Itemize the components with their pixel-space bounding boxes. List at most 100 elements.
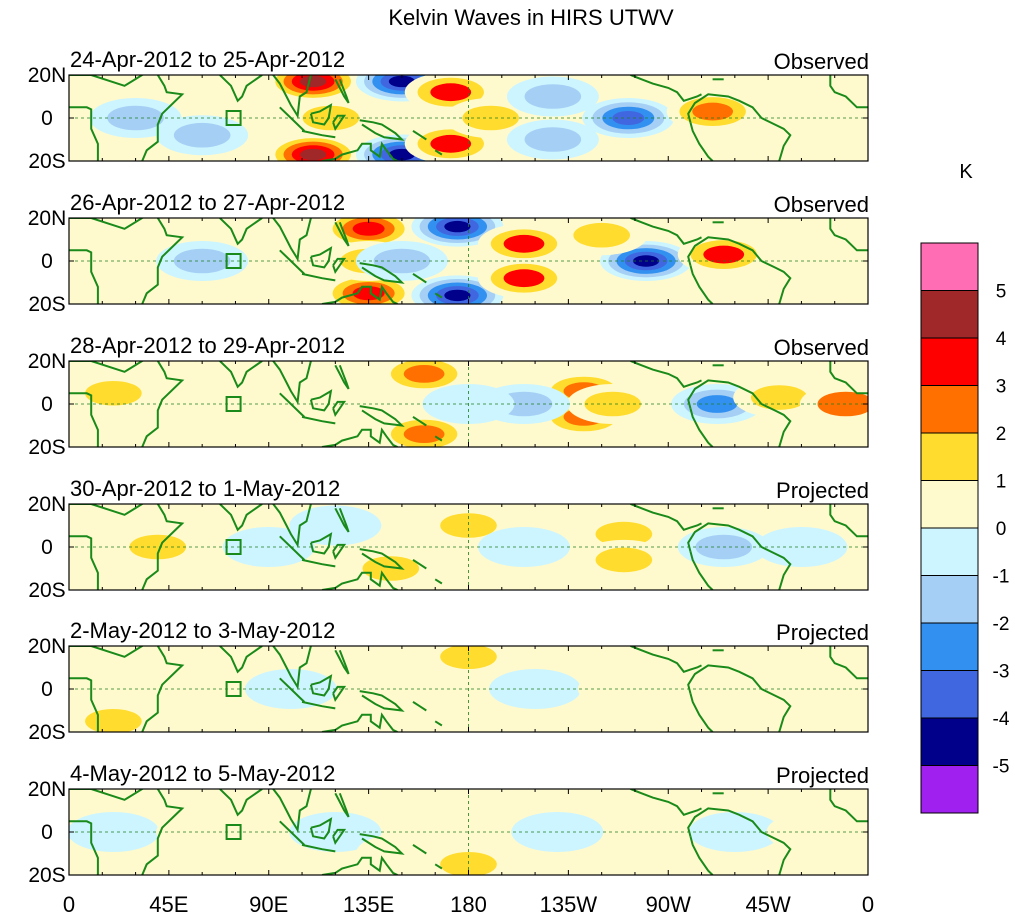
coastline <box>412 701 427 712</box>
panel-kind: Observed <box>774 335 869 360</box>
anomaly-contour <box>388 148 416 161</box>
coastline <box>630 218 702 245</box>
anomaly-contour <box>444 220 471 233</box>
panel-kind: Projected <box>776 763 869 788</box>
x-tick-label: 0 <box>862 892 874 917</box>
y-tick-label: 20N <box>28 778 67 801</box>
anomaly-contour <box>444 289 471 302</box>
anomaly-contour <box>300 148 327 161</box>
panel-1: 20N 0 20S 24-Apr-2012 to 25-Apr-2012 Observe… <box>28 47 869 173</box>
panel-4: 20N 0 20S 30-Apr-2012 to 1-May-2012 Projecte… <box>28 476 869 602</box>
panel-kind: Observed <box>774 49 869 74</box>
coastline <box>412 273 427 284</box>
coastline <box>689 693 714 732</box>
colorbar-units: K <box>959 161 973 183</box>
coastline <box>301 272 336 282</box>
coastline <box>829 361 868 395</box>
coastlines <box>69 789 868 875</box>
coastline <box>412 130 427 141</box>
coastline <box>630 361 702 388</box>
coastline <box>141 218 185 304</box>
y-tick-label: 0 <box>41 107 53 130</box>
coastline <box>829 75 868 109</box>
panel-kind: Projected <box>776 620 869 645</box>
coastline <box>321 141 398 161</box>
coastline <box>141 361 185 447</box>
coastline <box>309 103 333 126</box>
coastline <box>69 646 144 658</box>
panel-period: 2-May-2012 to 3-May-2012 <box>70 618 335 643</box>
coastline <box>69 75 144 87</box>
coastline <box>334 649 350 675</box>
anomaly-contour <box>388 75 416 88</box>
coastline <box>272 646 312 690</box>
coastline <box>69 677 99 732</box>
reference-box <box>225 681 242 697</box>
anomaly-contour <box>750 385 808 410</box>
reference-box <box>225 396 242 412</box>
coastline <box>272 504 312 548</box>
coastline <box>412 559 427 570</box>
colorbar-swatch <box>920 432 979 481</box>
coastline <box>69 249 99 304</box>
x-tick-label: 45W <box>746 892 791 917</box>
panel-6: 20N 0 20S 4-May-2012 to 5-May-2012 Projected <box>28 761 869 887</box>
anomaly-contour <box>524 84 582 109</box>
anomaly-contour <box>300 75 327 88</box>
colorbar-swatch <box>920 622 979 671</box>
coastline <box>630 646 702 673</box>
coastline <box>309 532 333 555</box>
colorbar-label: 2 <box>996 424 1007 445</box>
x-tick-label: 135W <box>540 892 598 917</box>
coastline <box>219 218 263 246</box>
coastline <box>69 218 144 230</box>
coastline <box>321 570 398 590</box>
coastline <box>69 535 99 590</box>
coastline <box>434 435 443 442</box>
y-tick-label: 20S <box>28 864 65 887</box>
y-tick-label: 20S <box>28 579 65 602</box>
coastline <box>301 843 336 853</box>
coastline <box>69 392 99 447</box>
coastline <box>279 392 305 418</box>
coastline <box>434 720 443 727</box>
anomaly-contour <box>595 521 653 547</box>
coastline <box>334 221 350 247</box>
coastline <box>334 364 350 390</box>
anomaly-contour <box>85 380 142 406</box>
colorbar-label: -3 <box>993 662 1010 683</box>
x-axis: 0 45E 90E 135E 180 135W 90W 45W 0 <box>63 892 874 917</box>
coastline <box>69 504 144 516</box>
panel-period: 24-Apr-2012 to 25-Apr-2012 <box>70 47 345 72</box>
coastline <box>309 817 333 840</box>
x-tick-label: 180 <box>450 892 487 917</box>
y-tick-label: 0 <box>41 250 53 273</box>
coastline <box>434 292 443 299</box>
coastline <box>141 75 185 161</box>
y-tick-label: 0 <box>41 678 53 701</box>
y-tick-label: 0 <box>41 536 53 559</box>
coastline <box>332 543 347 561</box>
anomaly-field <box>69 789 868 875</box>
anomaly-contour <box>703 245 745 264</box>
coastline <box>219 646 263 674</box>
coastline <box>630 504 702 531</box>
coastline <box>69 361 144 373</box>
anomaly-contour <box>595 547 653 573</box>
coastline <box>359 690 405 712</box>
coastline <box>359 548 405 570</box>
anomaly-contour <box>489 669 582 709</box>
coastline <box>332 257 347 275</box>
panel-5: 20N 0 20S 2-May-2012 to 3-May-2012 Projected <box>28 618 869 744</box>
y-tick-label: 20S <box>28 436 65 459</box>
coastline <box>687 379 792 447</box>
anomaly-contour <box>503 234 545 253</box>
coastline <box>687 236 792 304</box>
coastline <box>219 789 263 817</box>
coastlines <box>69 646 868 732</box>
coastline <box>219 75 263 103</box>
y-tick-label: 20N <box>28 493 67 516</box>
y-tick-label: 20S <box>28 150 65 173</box>
coastline <box>321 712 398 732</box>
